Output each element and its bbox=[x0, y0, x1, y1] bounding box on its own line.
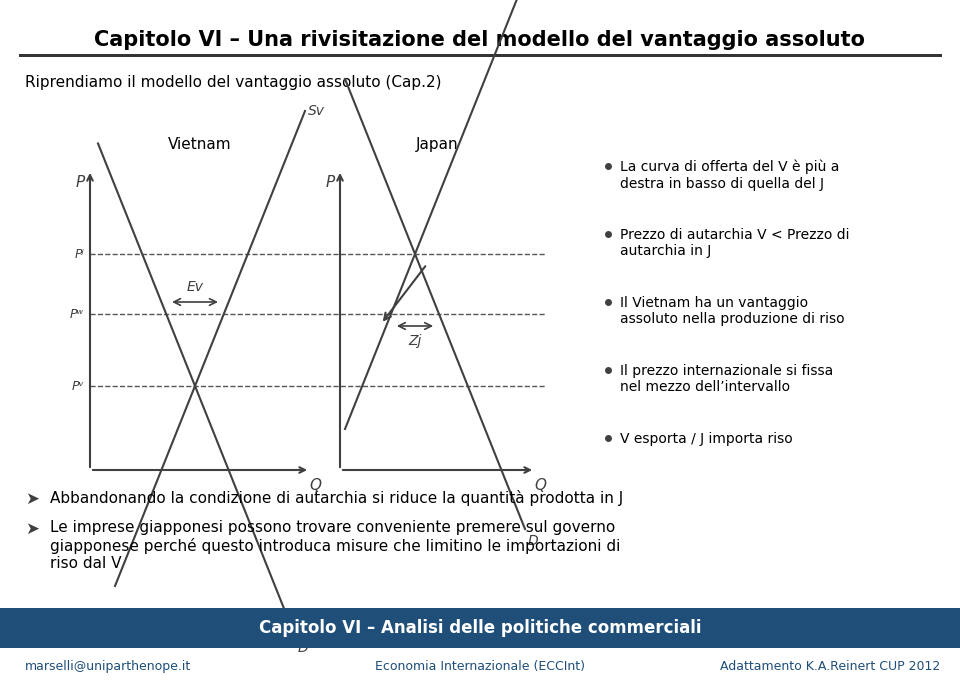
Text: D: D bbox=[528, 534, 539, 548]
Text: Vietnam: Vietnam bbox=[168, 137, 231, 152]
Text: P: P bbox=[325, 175, 335, 190]
Bar bbox=[0, 608, 960, 648]
Text: Sv: Sv bbox=[308, 104, 325, 118]
Text: Economia Internazionale (ECCInt): Economia Internazionale (ECCInt) bbox=[375, 660, 585, 673]
Text: ➤: ➤ bbox=[25, 520, 38, 538]
Text: Riprendiamo il modello del vantaggio assoluto (Cap.2): Riprendiamo il modello del vantaggio ass… bbox=[25, 75, 442, 90]
Text: Abbandonando la condizione di autarchia si riduce la quantità prodotta in J: Abbandonando la condizione di autarchia … bbox=[50, 490, 623, 506]
Text: P: P bbox=[76, 175, 85, 190]
Text: Adattamento K.A.Reinert CUP 2012: Adattamento K.A.Reinert CUP 2012 bbox=[720, 660, 940, 673]
Text: Pʲ: Pʲ bbox=[74, 248, 84, 261]
Text: Le imprese giapponesi possono trovare conveniente premere sul governo
giapponese: Le imprese giapponesi possono trovare co… bbox=[50, 520, 620, 571]
Text: ➤: ➤ bbox=[25, 490, 38, 508]
Text: V esporta / J importa riso: V esporta / J importa riso bbox=[620, 432, 793, 446]
Text: Capitolo VI – Una rivisitazione del modello del vantaggio assoluto: Capitolo VI – Una rivisitazione del mode… bbox=[94, 30, 866, 50]
Text: Il Vietnam ha un vantaggio
assoluto nella produzione di riso: Il Vietnam ha un vantaggio assoluto nell… bbox=[620, 296, 845, 326]
Text: Pʷ: Pʷ bbox=[70, 308, 84, 321]
Text: Q: Q bbox=[534, 478, 546, 493]
Text: La curva di offerta del V è più a
destra in basso di quella del J: La curva di offerta del V è più a destra… bbox=[620, 160, 839, 191]
Text: Il prezzo internazionale si fissa
nel mezzo dell’intervallo: Il prezzo internazionale si fissa nel me… bbox=[620, 364, 833, 394]
Text: Ev: Ev bbox=[186, 280, 204, 294]
Text: Japan: Japan bbox=[416, 137, 458, 152]
Text: Pᵛ: Pᵛ bbox=[71, 380, 84, 392]
Text: marselli@uniparthenope.it: marselli@uniparthenope.it bbox=[25, 660, 191, 673]
Text: Prezzo di autarchia V < Prezzo di
autarchia in J: Prezzo di autarchia V < Prezzo di autarc… bbox=[620, 228, 850, 258]
Text: Capitolo VI – Analisi delle politiche commerciali: Capitolo VI – Analisi delle politiche co… bbox=[259, 619, 701, 637]
Text: Q: Q bbox=[309, 478, 321, 493]
Text: D: D bbox=[298, 641, 308, 655]
Text: Zj: Zj bbox=[408, 334, 421, 348]
